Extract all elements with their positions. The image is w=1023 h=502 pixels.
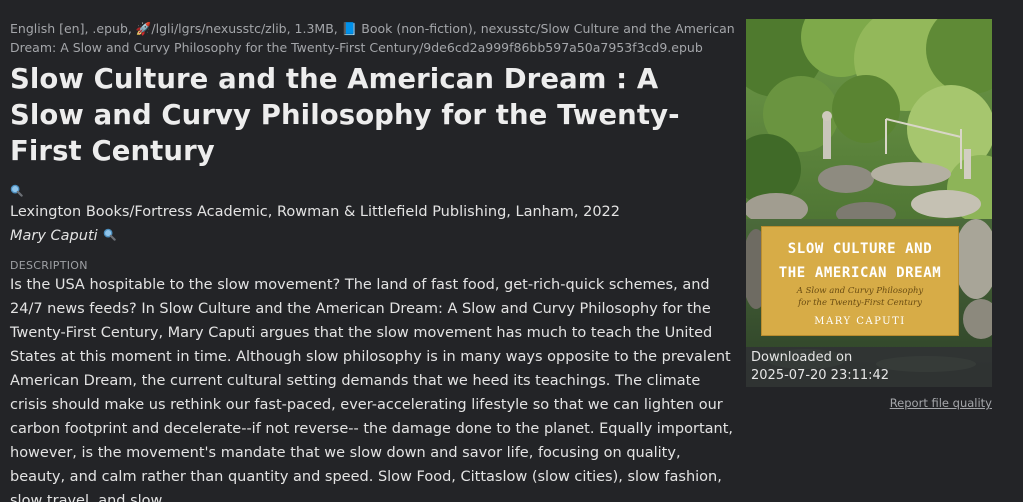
author-name: Mary Caputi xyxy=(10,228,98,244)
cover-title: SLOW CULTURE AND THE AMERICAN DREAM xyxy=(762,237,958,285)
cover-title-line-2: THE AMERICAN DREAM xyxy=(778,265,942,281)
book-info: English [en], .epub, 🚀/lgli/lgrs/nexusst… xyxy=(10,19,735,502)
book-cover[interactable]: SLOW CULTURE AND THE AMERICAN DREAM A Sl… xyxy=(746,19,992,387)
author-search-icon[interactable] xyxy=(103,228,116,241)
cover-subtitle-line-2: for the Twenty-First Century xyxy=(798,298,922,308)
publisher-info: Lexington Books/Fortress Academic, Rowma… xyxy=(10,204,620,220)
cover-subtitle-line-1: A Slow and Curvy Philosophy xyxy=(796,286,924,296)
author-row: Mary Caputi xyxy=(10,224,735,248)
title-search-icon[interactable] xyxy=(10,184,23,197)
book-title: Slow Culture and the American Dream : A … xyxy=(10,63,680,167)
title-search-row xyxy=(10,180,735,197)
report-file-quality-link[interactable]: Report file quality xyxy=(889,396,992,410)
cover-subtitle: A Slow and Curvy Philosophy for the Twen… xyxy=(762,285,958,309)
downloaded-date: 2025-07-20 23:11:42 xyxy=(751,368,890,383)
description-label: DESCRIPTION xyxy=(10,259,88,272)
cover-title-line-1: SLOW CULTURE AND xyxy=(787,241,933,257)
description-text: Is the USA hospitable to the slow moveme… xyxy=(10,277,734,502)
file-meta: English [en], .epub, 🚀/lgli/lgrs/nexusst… xyxy=(10,21,735,55)
downloaded-overlay: Downloaded on 2025-07-20 23:11:42 xyxy=(746,347,992,387)
cover-title-panel: SLOW CULTURE AND THE AMERICAN DREAM A Sl… xyxy=(761,226,959,336)
cover-author: MARY CAPUTI xyxy=(814,316,906,327)
downloaded-label: Downloaded on xyxy=(751,350,853,365)
